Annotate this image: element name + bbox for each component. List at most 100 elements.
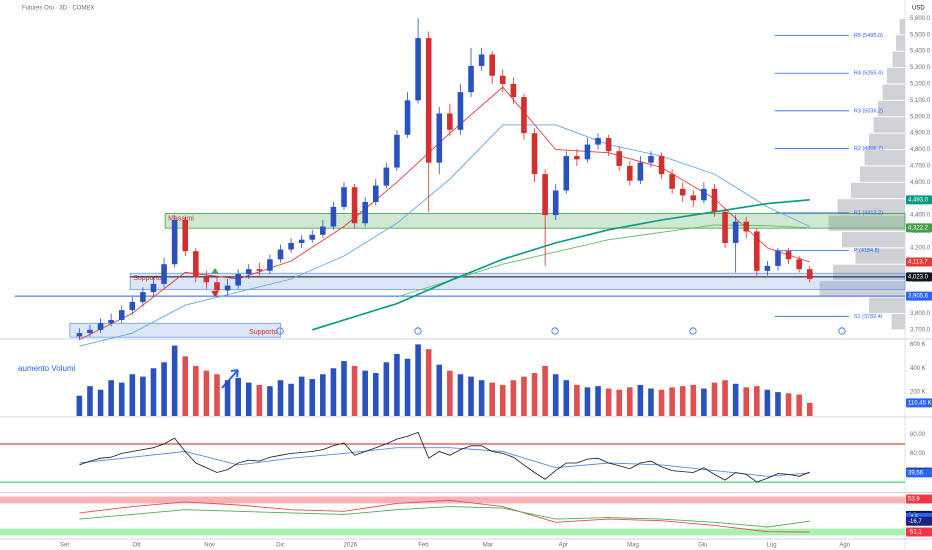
- chart-title: Futures Oro · 3D · COMEX: [22, 6, 94, 12]
- volume-profile-bar: [860, 166, 905, 182]
- moving-average: [312, 199, 810, 331]
- moving-average: [79, 124, 810, 347]
- volume-bar: [468, 376, 474, 416]
- price-badge-label: 3,905.6: [908, 294, 929, 300]
- x-tick-label: Feb: [418, 543, 429, 549]
- volume-bar: [140, 376, 146, 416]
- candle-body: [521, 97, 527, 134]
- band: [0, 481, 905, 483]
- volume-profile-bar: [882, 84, 905, 100]
- event-marker[interactable]: [414, 327, 422, 335]
- x-tick-label: Mar: [483, 543, 493, 549]
- volume-profile-bar: [891, 313, 905, 330]
- volume-bar: [267, 386, 273, 416]
- event-marker[interactable]: [276, 327, 284, 335]
- candle-body: [711, 188, 718, 212]
- x-tick-label: Lug: [767, 543, 777, 549]
- candle-body: [288, 242, 294, 250]
- volume-bar: [489, 382, 495, 416]
- volume-profile-bar: [873, 117, 905, 133]
- event-marker[interactable]: [551, 327, 559, 335]
- volume-bar: [478, 380, 485, 416]
- y-tick-label: 80,00: [910, 432, 926, 438]
- volume-profile-bar: [819, 281, 905, 297]
- volume-bar: [394, 353, 400, 416]
- volume-bar: [701, 388, 707, 416]
- volume-bar: [118, 382, 125, 416]
- volume-bar: [732, 383, 739, 416]
- candle-body: [76, 333, 83, 337]
- volume-bar: [584, 387, 591, 416]
- volume-bar: [362, 370, 368, 416]
- candle-body: [203, 277, 210, 283]
- price-badge: [906, 468, 932, 478]
- candle-body: [616, 151, 623, 166]
- price-badge-label: 110,45 K: [908, 400, 932, 406]
- volume-bar: [648, 388, 654, 416]
- candle-body: [658, 156, 665, 175]
- candle-body: [129, 301, 136, 311]
- y-tick-label: 4,700.0: [910, 163, 931, 169]
- volume-profile-bar: [896, 35, 905, 51]
- candle-body: [193, 251, 199, 278]
- event-marker[interactable]: [689, 327, 697, 335]
- candle-body: [584, 144, 591, 160]
- volume-profile-bar: [842, 231, 905, 248]
- price-badge-label: 4,023.0: [908, 274, 929, 280]
- candle-body: [531, 133, 538, 175]
- candle-body: [182, 219, 189, 252]
- candle-body: [330, 206, 337, 227]
- candle-body: [754, 231, 760, 271]
- candle-body: [468, 65, 474, 93]
- x-tick-label: Giu: [698, 543, 707, 549]
- indicator-line: [79, 431, 810, 483]
- price-badge: [906, 398, 932, 408]
- volume-bar: [330, 368, 337, 416]
- volume-bar: [309, 379, 316, 416]
- y-tick-label: 600 K: [910, 342, 926, 348]
- y-tick-label: 4,200.0: [910, 245, 931, 251]
- candle-body: [732, 221, 739, 243]
- candle-body: [542, 174, 548, 216]
- price-badge-label: 4,493.0: [908, 197, 929, 203]
- price-badge: [906, 291, 932, 301]
- candle-body: [605, 138, 612, 152]
- y-tick-label: 5,100.0: [910, 98, 931, 104]
- pivot-label: R3 (5036.2): [854, 108, 883, 114]
- signal-up: [211, 268, 219, 274]
- candle-body: [595, 138, 601, 145]
- candle-body: [563, 156, 570, 191]
- pivot-label: R5 (5495.0): [854, 33, 883, 39]
- candle-body: [161, 264, 167, 284]
- price-badge-label: 53,9: [908, 497, 920, 503]
- candle-body: [425, 38, 432, 163]
- price-badge: [906, 527, 932, 537]
- volume-bar: [415, 344, 421, 416]
- candle-body: [372, 185, 379, 202]
- band: [0, 443, 905, 445]
- candle-body: [267, 259, 273, 271]
- volume-bar: [383, 362, 390, 416]
- volume-bar: [129, 374, 136, 416]
- candle-body: [298, 239, 305, 243]
- zone: [69, 322, 281, 338]
- candle-body: [669, 174, 675, 189]
- volume-profile-bar: [892, 51, 905, 68]
- volume-bar: [341, 361, 347, 416]
- event-marker[interactable]: [838, 327, 846, 335]
- candle-body: [626, 165, 633, 181]
- x-tick-label: Mag: [627, 543, 639, 549]
- volume-bar: [743, 387, 750, 416]
- candle-body: [510, 83, 517, 98]
- x-tick-label: Nov: [204, 543, 215, 549]
- candle-body: [764, 265, 771, 271]
- candle-body: [743, 221, 750, 232]
- y-tick-label: 4,900.0: [910, 131, 931, 137]
- volume-profile-bar: [828, 215, 905, 231]
- volume-bar: [764, 389, 771, 416]
- event-markers: [276, 327, 846, 335]
- y-tick-label: 3,800.0: [910, 311, 931, 317]
- pivot-label: R1 (4413.2): [854, 210, 883, 216]
- candle-body: [118, 310, 125, 320]
